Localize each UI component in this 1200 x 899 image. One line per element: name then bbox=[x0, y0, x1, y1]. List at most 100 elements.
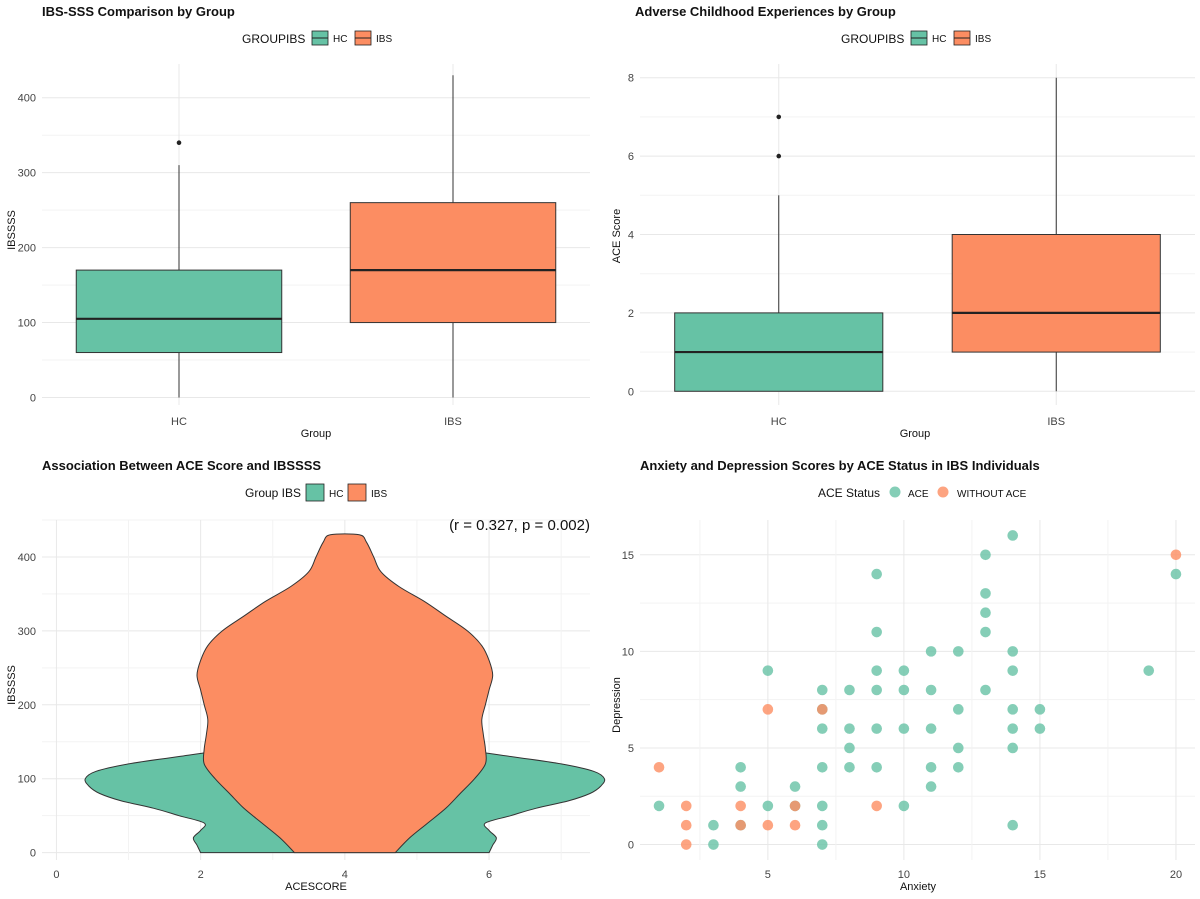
legend-title: ACE Status bbox=[818, 486, 880, 500]
point-ace bbox=[844, 761, 855, 773]
x-tick-label: HC bbox=[771, 416, 787, 428]
y-tick-label: 400 bbox=[18, 93, 36, 105]
point-ace bbox=[980, 607, 991, 619]
point-ace bbox=[816, 761, 828, 773]
point-ace bbox=[816, 839, 828, 850]
point-ace bbox=[762, 800, 774, 812]
correlation-annotation: (r = 0.327, p = 0.002) bbox=[449, 517, 590, 534]
box-ibs bbox=[349, 75, 557, 398]
box-iqr bbox=[349, 202, 557, 324]
y-tick-label: 300 bbox=[18, 168, 36, 180]
x-tick-label: 15 bbox=[1034, 869, 1046, 881]
legend-label-hc: HC bbox=[333, 34, 347, 45]
outlier-point bbox=[176, 140, 182, 145]
point-ace bbox=[925, 723, 937, 734]
x-tick-label: 20 bbox=[1170, 869, 1182, 881]
point-ace bbox=[871, 568, 882, 580]
point-ace bbox=[1007, 530, 1019, 541]
point-ace bbox=[1034, 704, 1046, 715]
y-tick-label: 200 bbox=[18, 243, 36, 255]
grid bbox=[640, 520, 1195, 860]
violin-ibs bbox=[196, 533, 494, 854]
point-ace bbox=[898, 665, 910, 676]
y-tick-label: 0 bbox=[30, 848, 36, 860]
violin-panel: Association Between ACE Score and IBSSSS… bbox=[6, 458, 606, 893]
scatter-panel: Anxiety and Depression Scores by ACE Sta… bbox=[611, 458, 1195, 893]
y-tick-label: 10 bbox=[622, 646, 634, 658]
legend-label-hc: HC bbox=[329, 489, 343, 500]
point-ace bbox=[789, 781, 801, 792]
chart-title: Association Between ACE Score and IBSSSS bbox=[42, 458, 321, 473]
point-without-ace bbox=[789, 800, 801, 812]
point-without-ace bbox=[680, 839, 692, 850]
point-without-ace bbox=[653, 761, 665, 773]
point-ace bbox=[898, 723, 910, 734]
legend-label-ace: ACE bbox=[908, 489, 929, 500]
point-ace bbox=[816, 684, 828, 696]
box-ibs bbox=[951, 77, 1161, 392]
legend: Group IBS HC IBS bbox=[245, 483, 387, 502]
point-ace bbox=[816, 723, 828, 734]
x-axis-label: ACESCORE bbox=[285, 881, 347, 893]
point-without-ace bbox=[789, 819, 801, 831]
legend-label-ibs: IBS bbox=[371, 489, 387, 500]
x-tick-label: IBS bbox=[444, 416, 462, 428]
point-ace bbox=[708, 839, 719, 850]
point-without-ace bbox=[735, 800, 746, 812]
legend-label-without-ace: WITHOUT ACE bbox=[957, 489, 1027, 500]
point-ace bbox=[844, 723, 855, 734]
y-tick-label: 0 bbox=[628, 840, 634, 852]
point-without-ace bbox=[735, 819, 746, 831]
chart-title: Adverse Childhood Experiences by Group bbox=[635, 4, 896, 19]
box-iqr bbox=[75, 269, 283, 354]
y-tick-label: 0 bbox=[628, 386, 634, 398]
point-ace bbox=[980, 626, 991, 638]
legend: ACE Status ACE WITHOUT ACE bbox=[818, 486, 1027, 500]
legend-label-ibs: IBS bbox=[376, 34, 392, 45]
point-without-ace bbox=[762, 819, 774, 831]
y-axis-label: IBSSSS bbox=[6, 210, 18, 250]
point-ace bbox=[735, 761, 746, 773]
y-axis-label: ACE Score bbox=[611, 209, 623, 263]
y-tick-label: 15 bbox=[622, 550, 634, 562]
point-without-ace bbox=[762, 704, 774, 715]
legend-title: GROUPIBS bbox=[242, 32, 305, 46]
x-axis-ticks: 0 2 4 6 bbox=[53, 869, 492, 881]
point-ace bbox=[816, 819, 828, 831]
y-tick-label: 2 bbox=[628, 308, 634, 320]
y-tick-label: 400 bbox=[18, 552, 36, 564]
point-ace bbox=[1007, 819, 1019, 831]
box-hc bbox=[674, 114, 884, 392]
point-ace bbox=[871, 761, 882, 773]
y-axis-ticks: 0 100 200 300 400 bbox=[18, 93, 36, 405]
point-ace bbox=[1007, 723, 1019, 734]
point-ace bbox=[844, 684, 855, 696]
point-ace bbox=[953, 761, 964, 773]
point-ace bbox=[1143, 665, 1155, 676]
point-ace bbox=[816, 800, 828, 812]
y-axis-label: IBSSSS bbox=[6, 665, 18, 705]
boxplots bbox=[674, 77, 1161, 392]
y-axis-label: Depression bbox=[611, 677, 623, 733]
x-tick-label: 10 bbox=[898, 869, 910, 881]
point-ace bbox=[708, 819, 719, 831]
violins bbox=[84, 533, 606, 854]
point-ace bbox=[898, 684, 910, 696]
legend: GROUPIBS HC IBS bbox=[841, 30, 991, 46]
scatter-points bbox=[653, 530, 1182, 850]
y-tick-label: 5 bbox=[628, 743, 634, 755]
legend-key-ibs bbox=[347, 483, 367, 502]
x-tick-label: 0 bbox=[53, 869, 59, 881]
x-axis-label: Group bbox=[301, 428, 332, 440]
point-ace bbox=[871, 723, 882, 734]
legend-title: GROUPIBS bbox=[841, 32, 904, 46]
y-tick-label: 200 bbox=[18, 700, 36, 712]
point-ace bbox=[898, 800, 910, 812]
point-without-ace bbox=[816, 704, 828, 715]
y-axis-ticks: 0 100 200 300 400 bbox=[18, 552, 36, 860]
x-axis-ticks: 5 10 15 20 bbox=[765, 869, 1182, 881]
point-ace bbox=[925, 781, 937, 792]
y-axis-ticks: 0 5 10 15 bbox=[622, 550, 634, 852]
point-ace bbox=[925, 646, 937, 657]
